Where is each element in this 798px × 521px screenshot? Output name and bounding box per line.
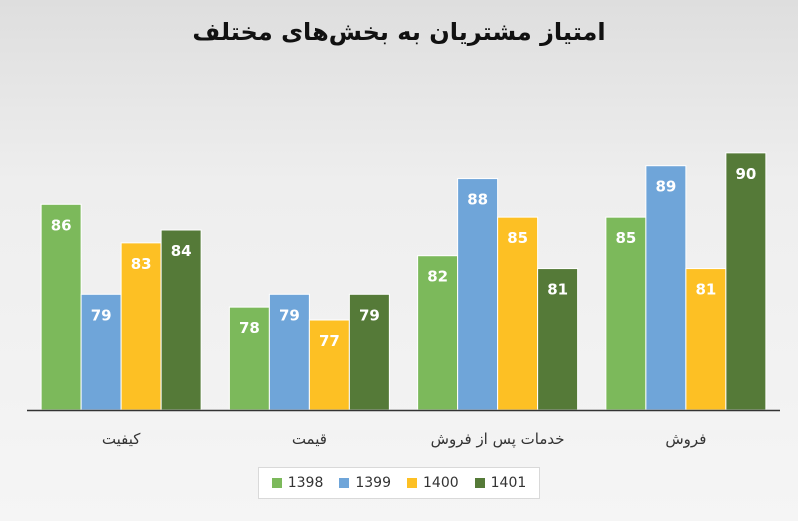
data-label-1399-1: 79 xyxy=(279,306,300,324)
bar-1401-1 xyxy=(348,293,390,411)
bar-1399-0 xyxy=(80,293,122,411)
legend-label: 1399 xyxy=(355,475,391,491)
chart-legend: 1398 1399 1400 1401 xyxy=(258,467,540,499)
bar-1401-3 xyxy=(725,152,767,411)
data-label-1401-3: 90 xyxy=(735,165,756,183)
bar-1400-3 xyxy=(685,268,727,411)
category-label-1: قیمت xyxy=(292,430,327,448)
legend-swatch xyxy=(474,478,485,488)
legend-swatch xyxy=(407,478,417,488)
bar-1398-0 xyxy=(40,203,82,411)
category-label-2: خدمات پس از فروش xyxy=(431,430,565,449)
bar-1400-2 xyxy=(497,216,539,411)
data-label-1400-3: 81 xyxy=(695,281,716,299)
legend-item-1399: 1399 xyxy=(339,475,391,491)
data-label-1399-2: 88 xyxy=(467,191,488,209)
legend-swatch xyxy=(339,478,350,488)
data-label-1400-1: 77 xyxy=(319,332,340,350)
legend-label: 1400 xyxy=(423,475,459,491)
legend-item-1398: 1398 xyxy=(271,475,324,491)
bar-1398-2 xyxy=(417,255,459,411)
data-label-1398-3: 85 xyxy=(615,229,636,247)
legend-label: 1401 xyxy=(490,475,527,491)
bar-1401-0 xyxy=(160,229,202,411)
data-label-1401-2: 81 xyxy=(547,281,568,299)
legend-item-1400: 1400 xyxy=(407,475,459,491)
data-label-1399-3: 89 xyxy=(655,178,676,196)
legend-label: 1398 xyxy=(287,475,324,491)
chart-title: امتیاز مشتریان به بخش‌های مختلف xyxy=(192,18,606,46)
data-label-1398-1: 78 xyxy=(239,319,260,337)
legend-item-1401: 1401 xyxy=(474,475,527,491)
data-label-1401-1: 79 xyxy=(359,306,380,324)
data-label-1399-0: 79 xyxy=(91,306,112,324)
bar-1400-0 xyxy=(120,242,162,411)
category-label-0: کیفیت xyxy=(102,430,141,448)
bar-1399-2 xyxy=(457,178,499,411)
bar-1399-3 xyxy=(645,165,687,411)
legend-swatch xyxy=(271,478,282,488)
data-label-1400-0: 83 xyxy=(131,255,152,273)
data-label-1398-0: 86 xyxy=(51,216,72,234)
category-label-3: فروش xyxy=(665,430,706,448)
data-label-1398-2: 82 xyxy=(427,268,448,286)
data-label-1401-0: 84 xyxy=(171,242,192,260)
bar-1401-2 xyxy=(537,268,579,411)
data-label-1400-2: 85 xyxy=(507,229,528,247)
